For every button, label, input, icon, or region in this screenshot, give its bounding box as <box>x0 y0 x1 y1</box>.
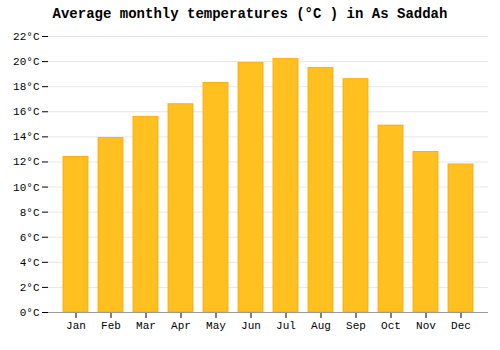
svg-text:18°C: 18°C <box>13 81 40 93</box>
svg-text:14°C: 14°C <box>13 131 40 143</box>
svg-text:Dec: Dec <box>451 320 471 332</box>
svg-text:6°C: 6°C <box>20 232 40 244</box>
svg-text:4°C: 4°C <box>20 257 40 269</box>
svg-text:May: May <box>206 320 226 332</box>
svg-text:Jun: Jun <box>241 320 261 332</box>
svg-text:10°C: 10°C <box>13 182 40 194</box>
svg-text:2°C: 2°C <box>20 282 40 294</box>
svg-text:8°C: 8°C <box>20 207 40 219</box>
svg-text:Jul: Jul <box>276 320 296 332</box>
svg-text:20°C: 20°C <box>13 56 40 68</box>
svg-text:0°C: 0°C <box>20 307 40 319</box>
svg-text:12°C: 12°C <box>13 156 40 168</box>
svg-text:Sep: Sep <box>346 320 366 332</box>
svg-text:Jan: Jan <box>66 320 86 332</box>
svg-text:16°C: 16°C <box>13 106 40 118</box>
svg-text:Nov: Nov <box>416 320 436 332</box>
svg-text:22°C: 22°C <box>13 31 40 43</box>
svg-text:Feb: Feb <box>101 320 121 332</box>
svg-text:Oct: Oct <box>381 320 401 332</box>
svg-text:Aug: Aug <box>311 320 331 332</box>
svg-text:Apr: Apr <box>171 320 191 332</box>
html-text:Average monthly temperatures (: Average monthly temperatures (°C ) in As… <box>52 6 448 22</box>
svg-text:Mar: Mar <box>136 320 156 332</box>
